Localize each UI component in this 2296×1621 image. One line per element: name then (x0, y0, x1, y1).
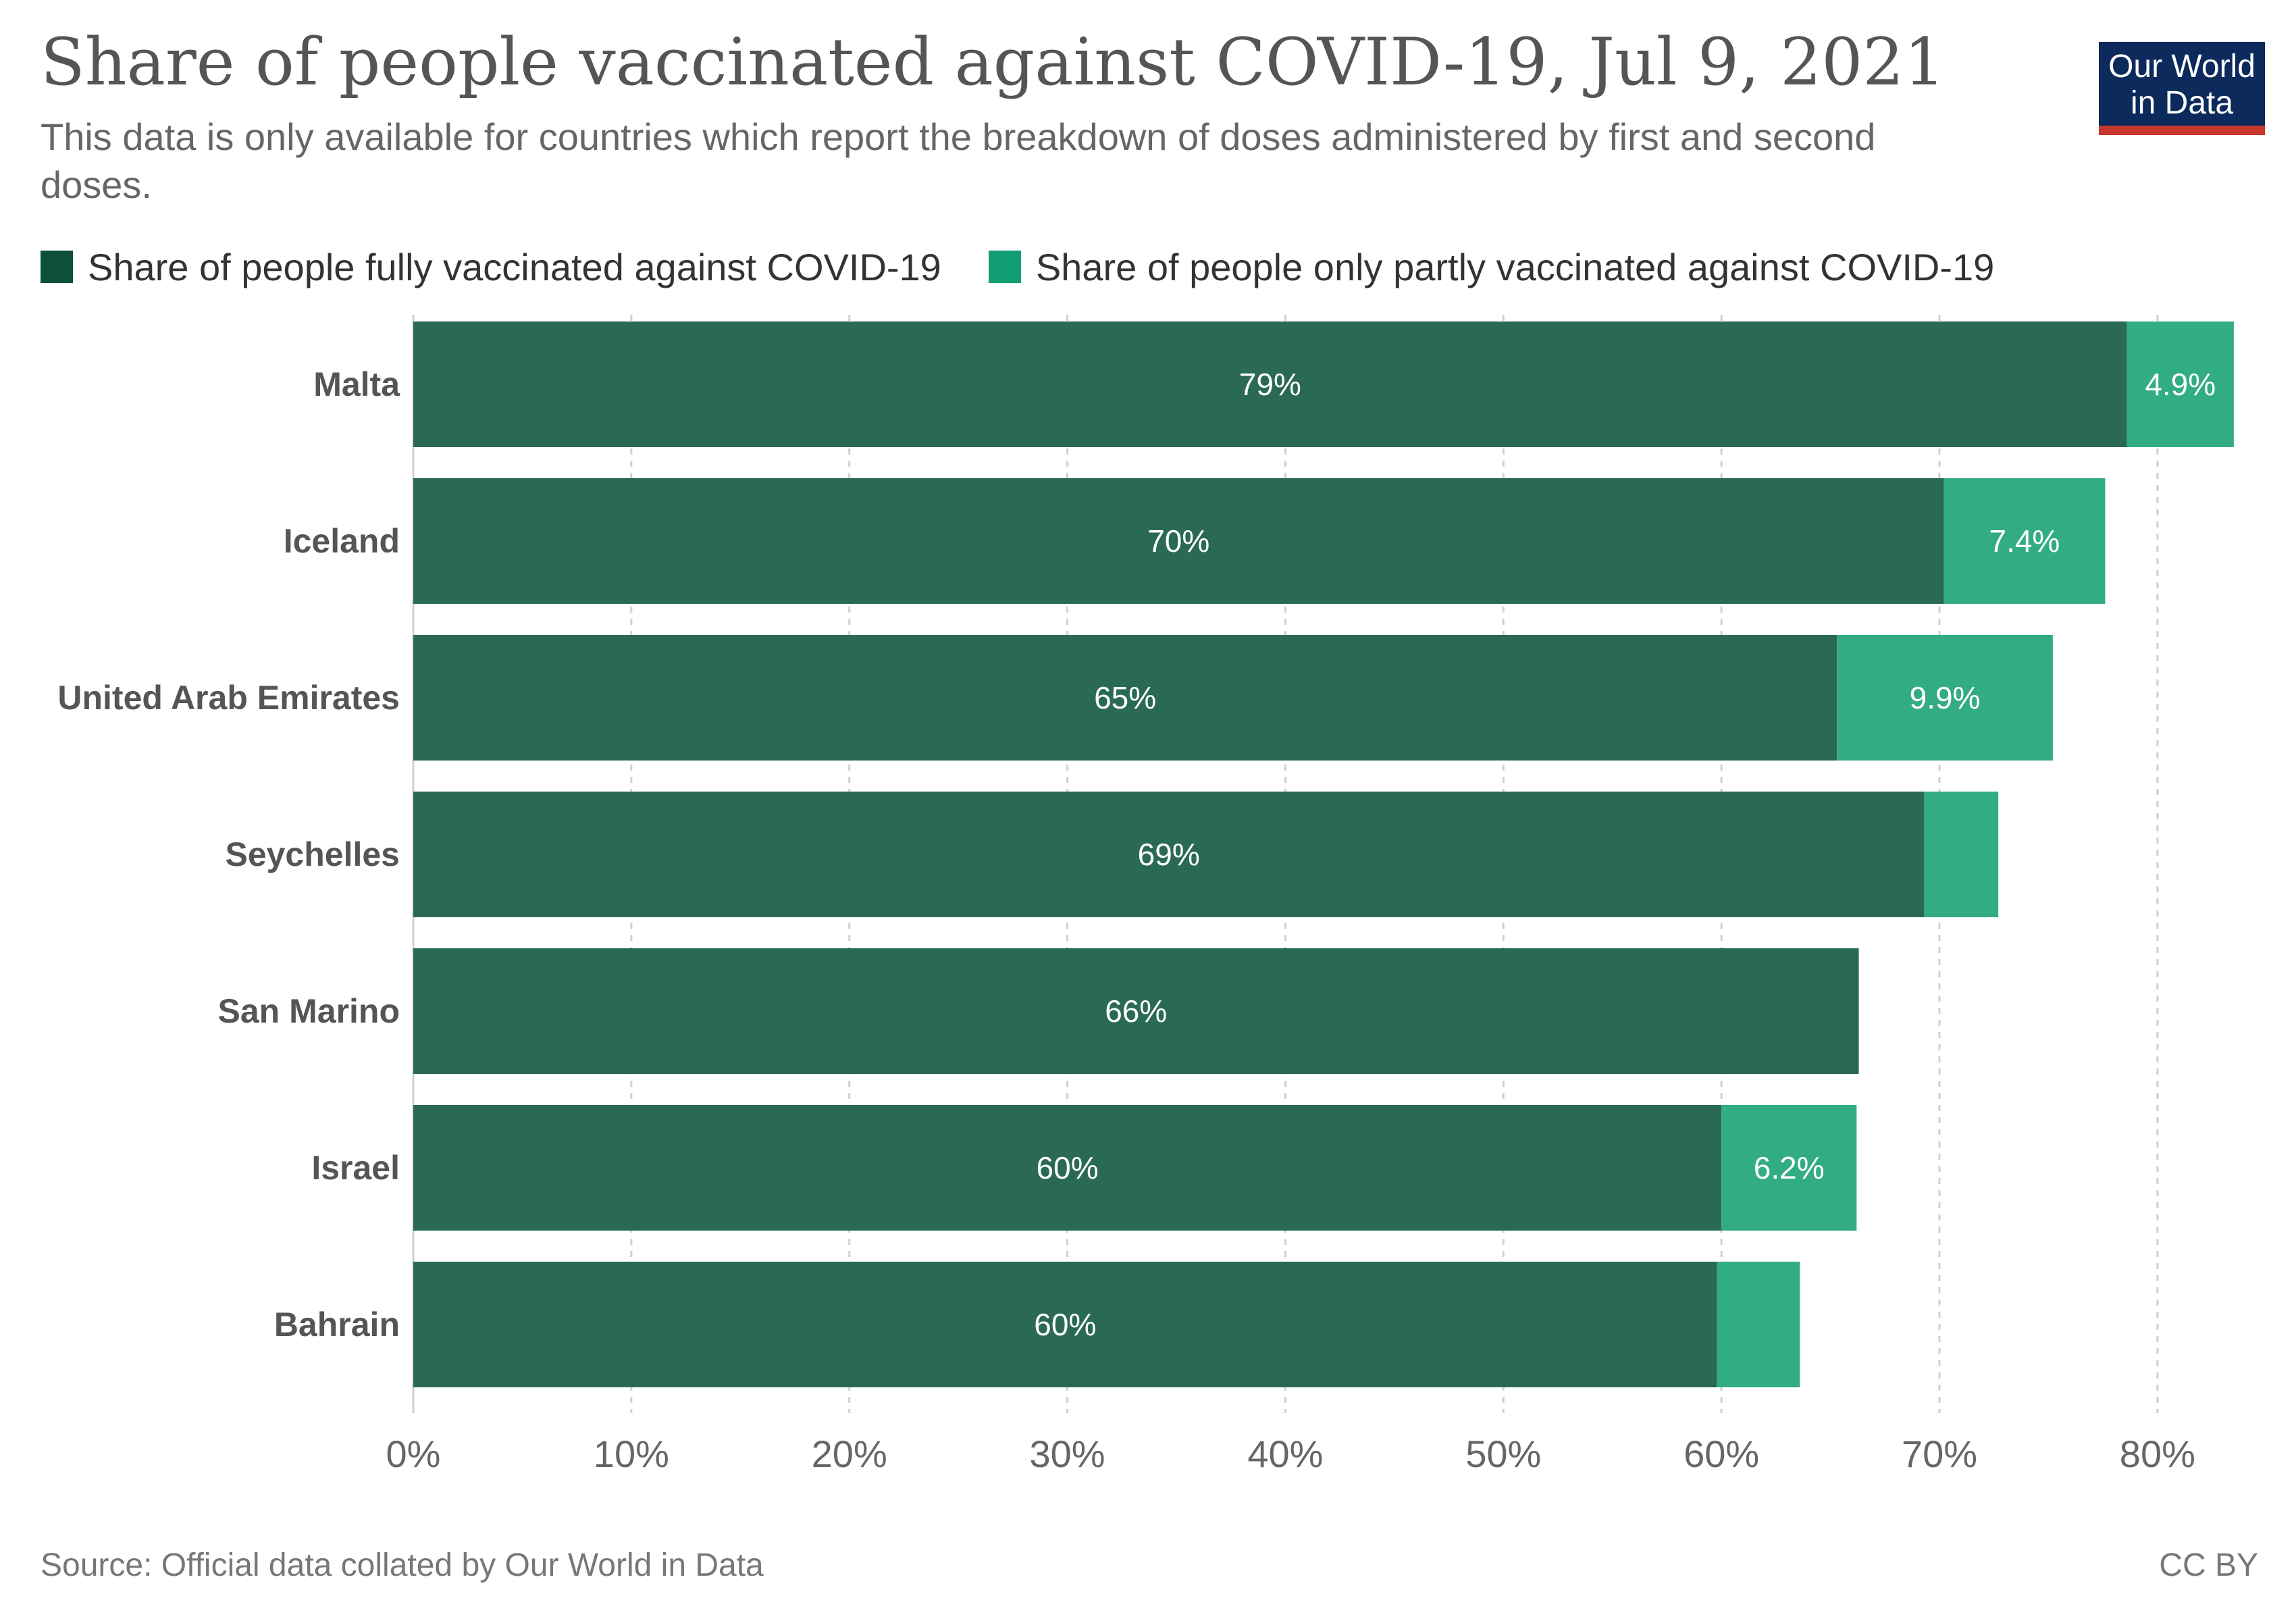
category-label: Seychelles (225, 835, 400, 873)
data-label-fully: 66% (1105, 994, 1167, 1029)
data-label-fully: 65% (1094, 680, 1156, 715)
category-label: Iceland (284, 522, 400, 560)
legend-item-partly[interactable]: Share of people only partly vaccinated a… (988, 245, 1995, 289)
owid-logo[interactable]: Our World in Data (2099, 42, 2265, 135)
chart-legend: Share of people fully vaccinated against… (41, 246, 2041, 288)
data-label-partly: 4.9% (2145, 367, 2216, 402)
x-tick-label: 10% (594, 1433, 669, 1475)
category-label: Bahrain (274, 1306, 400, 1343)
bar-fully (413, 1262, 1717, 1387)
x-tick-label: 70% (1902, 1433, 1977, 1475)
bar-fully (413, 478, 1944, 604)
data-label-fully: 69% (1138, 837, 1200, 872)
bar-partly (1721, 1105, 1857, 1231)
chart-subtitle: This data is only available for countrie… (41, 115, 1876, 206)
legend-item-fully[interactable]: Share of people fully vaccinated against… (41, 245, 941, 289)
x-tick-label: 0% (386, 1433, 441, 1475)
category-label: San Marino (218, 992, 400, 1030)
bar-fully (413, 792, 1925, 917)
bar-fully (413, 321, 2127, 447)
category-label: United Arab Emirates (57, 679, 400, 717)
license-link[interactable]: CC BY (2159, 1547, 2258, 1583)
bar-fully (413, 635, 1837, 761)
chart-title: Share of people vaccinated against COVID… (41, 24, 1946, 100)
legend-swatch-partly (988, 251, 1021, 283)
x-tick-label: 60% (1684, 1433, 1759, 1475)
x-tick-label: 50% (1465, 1433, 1541, 1475)
data-label-fully: 60% (1037, 1150, 1099, 1185)
data-label-partly: 9.9% (1910, 680, 1981, 715)
data-label-fully: 70% (1147, 523, 1209, 559)
category-label: Israel (311, 1149, 400, 1187)
bar-fully (413, 948, 1859, 1074)
bar-partly (1837, 635, 2053, 761)
data-label-fully: 79% (1239, 367, 1301, 402)
logo-line-2: in Data (2130, 85, 2234, 121)
x-tick-label: 20% (812, 1433, 887, 1475)
bar-partly (1943, 478, 2106, 604)
data-label-partly: 7.4% (1989, 523, 2060, 559)
x-tick-label: 30% (1030, 1433, 1105, 1475)
bar-partly (2127, 321, 2234, 447)
legend-label-fully: Share of people fully vaccinated against… (88, 245, 941, 288)
bar-partly (1717, 1262, 1800, 1387)
source-note: Source: Official data collated by Our Wo… (41, 1547, 764, 1583)
bar-chart: Malta 79% 4.9% Iceland 70% 7.4% United Arab Em… (57, 315, 2234, 1475)
x-tick-label: 40% (1247, 1433, 1323, 1475)
legend-swatch-fully (41, 251, 73, 283)
bar-partly (1924, 792, 1999, 917)
data-label-fully: 60% (1034, 1307, 1096, 1342)
x-tick-label: 80% (2120, 1433, 2195, 1475)
data-label-partly: 6.2% (1754, 1150, 1825, 1185)
bar-fully (413, 1105, 1722, 1231)
category-label: Malta (313, 365, 400, 403)
logo-line-1: Our World (2108, 49, 2255, 84)
legend-label-partly: Share of people only partly vaccinated a… (1035, 245, 1995, 288)
